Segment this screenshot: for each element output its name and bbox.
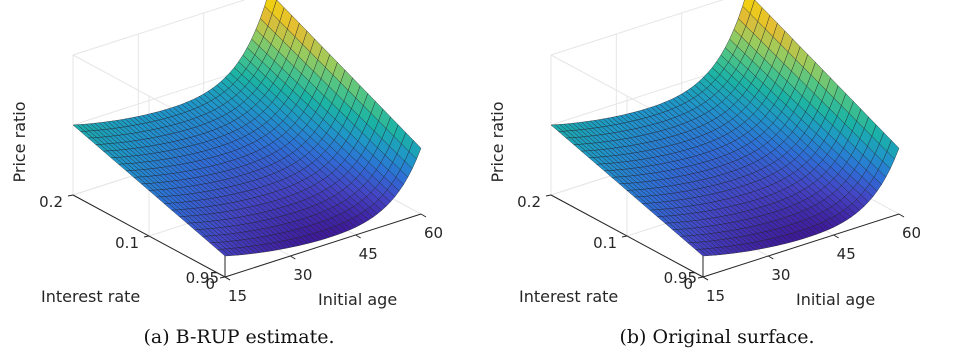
caption-a: (a) B-RUP estimate. — [143, 326, 335, 348]
y-axis-label: Interest rate — [519, 287, 618, 306]
surface-mesh — [550, 0, 900, 257]
y-tick-label: 0 — [205, 275, 215, 293]
z-tick-label: 0.95 — [664, 269, 697, 287]
surface-patch — [886, 139, 900, 160]
back-wall-grid-line — [72, 0, 246, 56]
y-tick-label: 0 — [683, 275, 693, 293]
y-tick — [545, 194, 552, 197]
y-tick — [143, 235, 150, 238]
x-tick — [768, 255, 774, 260]
x-tick — [290, 255, 296, 260]
x-tick-label: 30 — [771, 266, 790, 284]
x-tick-label: 15 — [706, 287, 725, 305]
x-tick-label: 45 — [359, 245, 378, 263]
x-tick-label: 45 — [837, 245, 856, 263]
z-tick-label: 0.95 — [186, 269, 219, 287]
y-tick — [67, 194, 74, 197]
x-tick-label: 60 — [902, 224, 921, 242]
x-tick — [420, 213, 427, 218]
back-wall-grid-line — [550, 0, 724, 56]
z-axis-label: Price ratio — [10, 101, 29, 182]
x-tick-label: 30 — [293, 266, 312, 284]
x-axis-line — [702, 213, 900, 278]
caption-b: (b) Original surface. — [619, 326, 815, 348]
y-tick-label: 0.2 — [39, 193, 63, 211]
surface-patch — [408, 139, 422, 160]
y-axis-label: Interest rate — [41, 287, 140, 306]
x-tick — [898, 213, 905, 218]
x-axis-label: Initial age — [796, 290, 875, 309]
z-tick — [224, 276, 231, 281]
x-tick-label: 60 — [424, 224, 443, 242]
x-tick — [355, 234, 361, 239]
x-tick-label: 15 — [228, 287, 247, 305]
y-tick-label: 0.1 — [593, 234, 617, 252]
surface-mesh — [72, 0, 422, 257]
x-axis-label: Initial age — [318, 290, 397, 309]
z-tick — [702, 276, 709, 281]
x-axis-line — [224, 213, 422, 278]
y-tick — [697, 276, 704, 279]
z-axis-label: Price ratio — [488, 101, 507, 182]
y-tick-label: 0.2 — [517, 193, 541, 211]
y-tick — [219, 276, 226, 279]
x-tick — [833, 234, 839, 239]
y-tick-label: 0.1 — [115, 234, 139, 252]
y-tick — [621, 235, 628, 238]
